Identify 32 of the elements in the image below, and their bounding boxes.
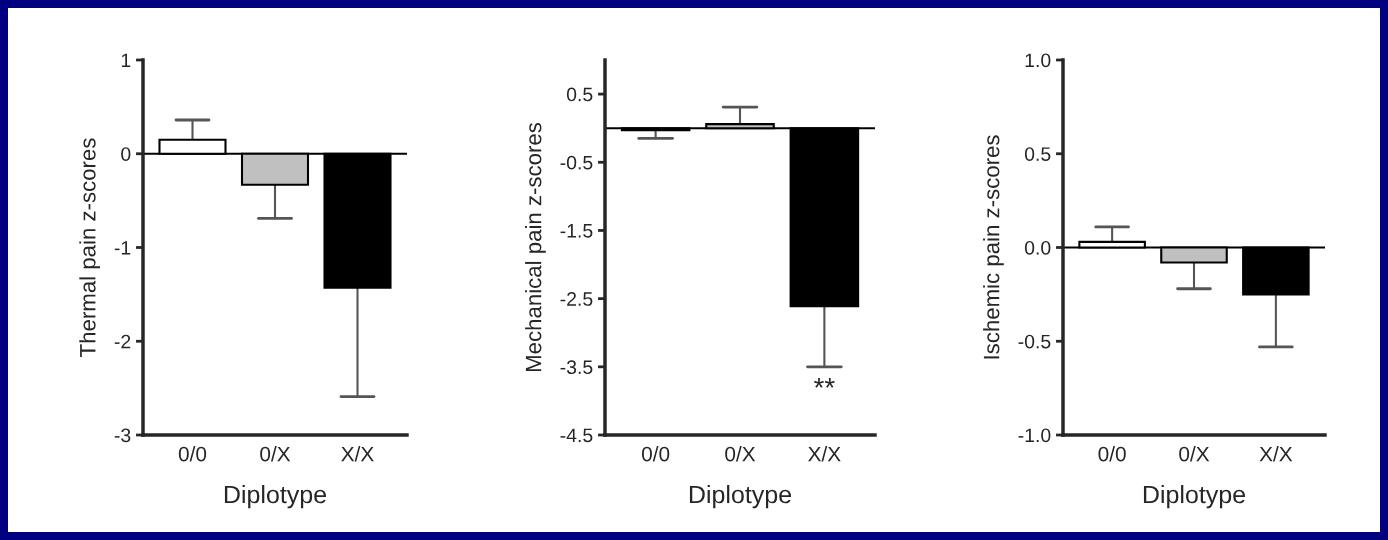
y-tick-label: 0.0 — [1024, 240, 1051, 255]
y-tick-label: -3 — [114, 428, 131, 443]
x-tick-label: X/X — [808, 446, 841, 462]
y-axis-title: Ischemic pain z-scores — [983, 135, 1004, 359]
y-tick-label: -0.5 — [560, 155, 593, 170]
annotation: ** — [814, 378, 835, 388]
y-tick-label: -1 — [114, 241, 131, 255]
x-tick-label: 0/X — [725, 446, 756, 462]
x-tick-label: 0/0 — [641, 446, 670, 462]
x-tick-label: 0/0 — [178, 446, 207, 462]
y-axis-title: Thermal pain z-scores — [79, 138, 101, 357]
y-tick-label: -1.0 — [1018, 428, 1051, 443]
x-axis-title: Diplotype — [1143, 484, 1245, 509]
y-tick-label: -3.5 — [560, 360, 593, 375]
y-tick-label: -4.5 — [560, 428, 593, 443]
y-tick-label: -2.5 — [560, 292, 593, 306]
x-axis-title: Diplotype — [689, 484, 791, 509]
y-tick-label: 0.5 — [1024, 147, 1051, 161]
y-axis-title: Mechanical pain z-scores — [525, 122, 546, 372]
y-tick-label: 1 — [121, 53, 131, 68]
x-tick-label: X/X — [1259, 446, 1293, 462]
x-axis-title: Diplotype — [224, 484, 326, 509]
x-tick-label: 0/X — [1179, 446, 1210, 462]
y-tick-label: -2 — [114, 334, 131, 349]
y-tick-label: 1.0 — [1025, 53, 1051, 68]
y-tick-label: -1.5 — [560, 224, 593, 238]
y-tick-label: -0.5 — [1018, 334, 1051, 349]
x-tick-label: 0/X — [260, 446, 291, 462]
x-tick-label: X/X — [341, 446, 374, 462]
y-tick-label: 0 — [121, 147, 131, 161]
y-tick-label: 0.5 — [566, 87, 593, 102]
x-tick-label: 0/0 — [1098, 446, 1126, 462]
